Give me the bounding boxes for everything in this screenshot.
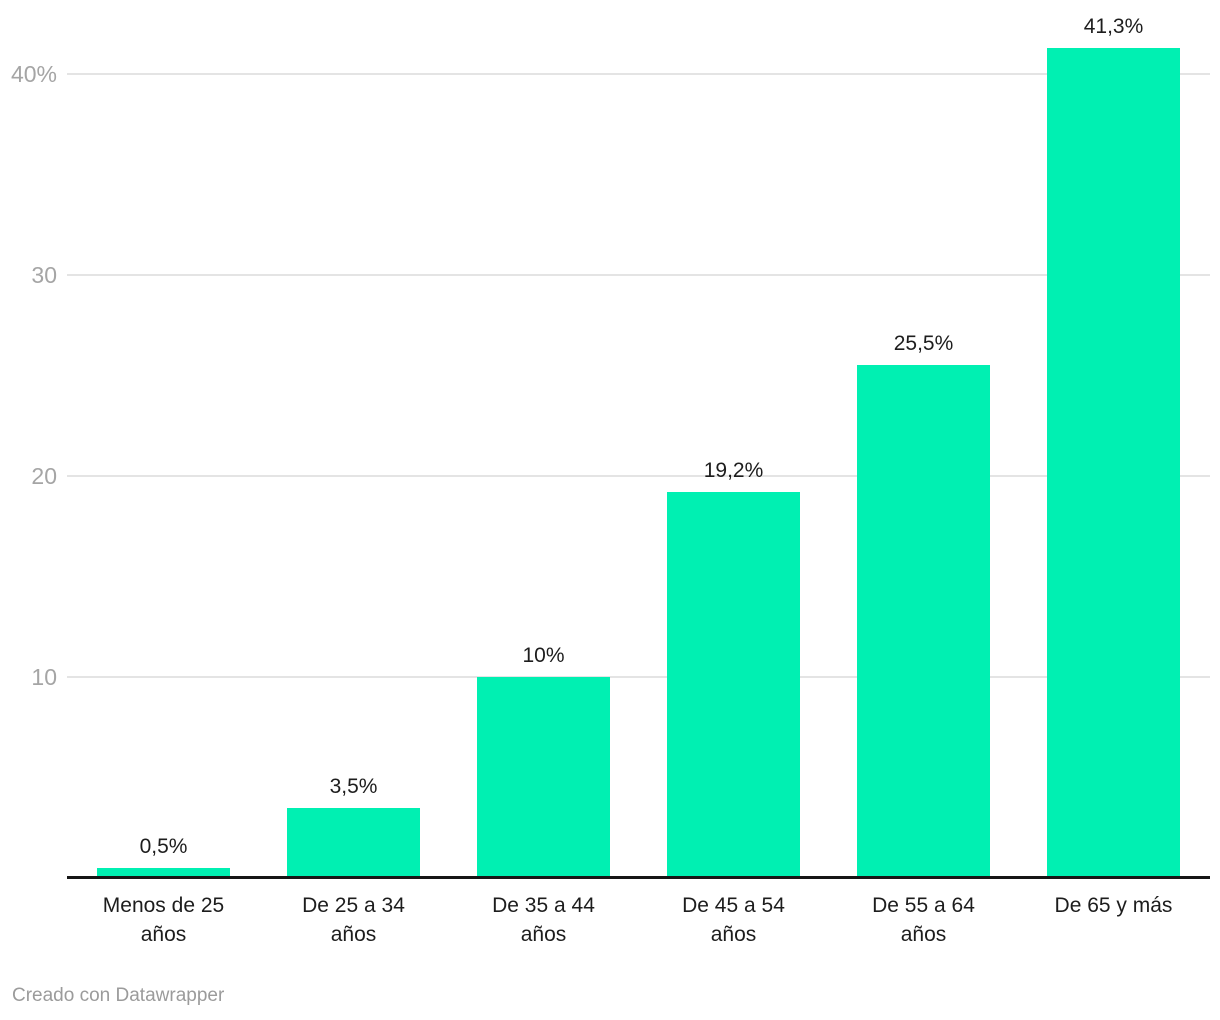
x-tick-label-1: Menos de 25 años — [64, 891, 263, 949]
y-tick-label-40: 40% — [10, 61, 57, 87]
x-tick-line: De 65 y más — [1054, 894, 1173, 917]
gridline-30 — [67, 274, 1210, 276]
gridline-10 — [67, 676, 1210, 678]
x-tick-label-2: De 25 a 34 años — [254, 891, 453, 949]
value-label-6: 41,3% — [1083, 15, 1144, 38]
bar-5 — [857, 365, 990, 878]
x-tick-line: años — [330, 923, 377, 946]
x-tick-line: años — [520, 923, 567, 946]
x-tick-line: años — [710, 923, 757, 946]
bar-1 — [97, 868, 230, 878]
y-tick-label-20: 20 — [31, 463, 57, 489]
x-tick-label-3: De 35 a 44 años — [444, 891, 643, 949]
value-label-1: 0,5% — [139, 835, 188, 858]
plot-area: 0,5% 3,5% 10% 19,2% 25,5% 41,3% — [67, 0, 1210, 878]
x-tick-line: años — [140, 923, 187, 946]
bar-6 — [1047, 48, 1180, 878]
value-label-3: 10% — [522, 644, 565, 667]
x-tick-line: De 55 a 64 — [872, 894, 975, 917]
x-tick-line: años — [900, 923, 947, 946]
bar-4 — [667, 492, 800, 878]
value-label-2: 3,5% — [329, 775, 378, 798]
x-tick-label-4: De 45 a 54 años — [634, 891, 833, 949]
x-tick-line: De 25 a 34 — [302, 894, 405, 917]
x-tick-line: De 45 a 54 — [682, 894, 785, 917]
datawrapper-credit-link[interactable]: Creado con Datawrapper — [12, 985, 225, 1006]
value-label-5: 25,5% — [893, 332, 954, 355]
y-tick-label-10: 10 — [31, 664, 57, 690]
x-tick-label-6: De 65 y más — [1014, 891, 1213, 920]
x-tick-line: Menos de 25 — [102, 894, 225, 917]
gridline-40 — [67, 73, 1210, 75]
x-axis-baseline — [67, 876, 1210, 879]
x-tick-line: De 35 a 44 — [492, 894, 595, 917]
bar-3 — [477, 677, 610, 878]
value-label-4: 19,2% — [703, 459, 764, 482]
gridline-20 — [67, 475, 1210, 477]
bar-2 — [287, 808, 420, 878]
y-tick-label-30: 30 — [31, 262, 57, 288]
x-tick-label-5: De 55 a 64 años — [824, 891, 1023, 949]
